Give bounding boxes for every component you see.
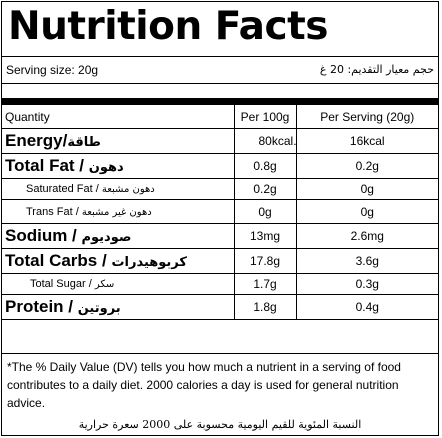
table-row-total-sugar: Total Sugar / سكر 1.7g 0.3g [2,273,438,295]
row-label-en: Total Sugar / [30,278,95,290]
row-label-ar: صوديوم [81,230,132,245]
row-label-en: Energy/ [5,131,68,150]
row-label: Sodium / صوديوم [2,223,235,249]
row-label: Protein / بروتين [2,294,235,320]
per-100g-value: 0.8g [233,153,297,179]
per-100g-value: 80kcal. [233,128,297,154]
thick-divider [2,98,438,105]
per-100g-value: 1.8g [233,294,297,320]
row-label: Total Sugar / سكر [2,273,235,295]
serving-size-ar: حجم معيار التقديم: 20 غ [319,63,434,76]
serving-size-en: Serving size: 20g [6,63,99,77]
row-label-en: Protein / [5,297,78,316]
table-row-saturated-fat: Saturated Fat / دهون مشبعة 0.2g 0g [2,178,438,200]
row-label: Total Carbs / كربوهيدرات [2,248,235,274]
per-serving-value: 0g [295,178,438,200]
row-label: Energy/طاقة [2,128,235,154]
table-row-sodium: Sodium / صوديوم 13mg 2.6mg [2,223,438,249]
table-header-row: Quantity Per 100g Per Serving (20g) [2,105,438,129]
row-label: Total Fat / دهون [2,153,235,179]
per-100g-value: 1.7g [233,273,297,295]
row-label-ar: دهون غير مشبعة [81,206,152,218]
row-label-ar: دهون مشبعة [101,184,155,195]
per-100g-value: 0.2g [233,178,297,200]
row-label-ar: بروتين [77,301,121,316]
per-100g-value: 17.8g [233,248,297,274]
header-per-100g: Per 100g [233,105,297,129]
row-label-ar: دهون [88,160,124,175]
table-row-energy: Energy/طاقة 80kcal. 16kcal [2,128,438,154]
per-serving-value: 2.6mg [295,223,438,249]
row-label-ar: سكر [94,279,115,290]
table-row-total-fat: Total Fat / دهون 0.8g 0.2g [2,153,438,179]
row-label-en: Total Carbs / [5,251,112,270]
per-serving-value: 16kcal [295,128,438,154]
row-label: Trans Fat / دهون غير مشبعة [2,199,235,224]
footnote-ar: النسبة المئوية للقيم اليومية محسوبة على … [78,418,362,431]
row-label-ar: طاقة [67,135,101,150]
serving-size-bar: Serving size: 20g حجم معيار التقديم: 20 … [2,56,438,84]
per-serving-value: 0.4g [295,294,438,320]
footnote-en: *The % Daily Value (DV) tells you how mu… [7,360,401,410]
row-label-en: Total Fat / [5,156,89,175]
header-per-serving: Per Serving (20g) [295,105,438,129]
header-quantity: Quantity [2,105,235,129]
row-label-en: Sodium / [5,226,82,245]
footnote-box: *The % Daily Value (DV) tells you how mu… [2,353,438,435]
per-serving-value: 0g [295,199,438,224]
per-serving-value: 0.3g [295,273,438,295]
panel-title: Nutrition Facts [8,4,328,49]
table-row-protein: Protein / بروتين 1.8g 0.4g [2,294,438,320]
nutrition-table: Quantity Per 100g Per Serving (20g) Ener… [2,105,438,320]
per-serving-value: 3.6g [295,248,438,274]
table-row-trans-fat: Trans Fat / دهون غير مشبعة 0g 0g [2,199,438,224]
per-100g-value: 0g [233,199,297,224]
per-serving-value: 0.2g [295,153,438,179]
row-label-ar: كربوهيدرات [111,255,187,270]
per-100g-value: 13mg [233,223,297,249]
row-label: Saturated Fat / دهون مشبعة [2,178,235,200]
table-row-total-carbs: Total Carbs / كربوهيدرات 17.8g 3.6g [2,248,438,274]
row-label-en: Trans Fat / [26,205,82,218]
row-label-en: Saturated Fat / [26,183,102,195]
